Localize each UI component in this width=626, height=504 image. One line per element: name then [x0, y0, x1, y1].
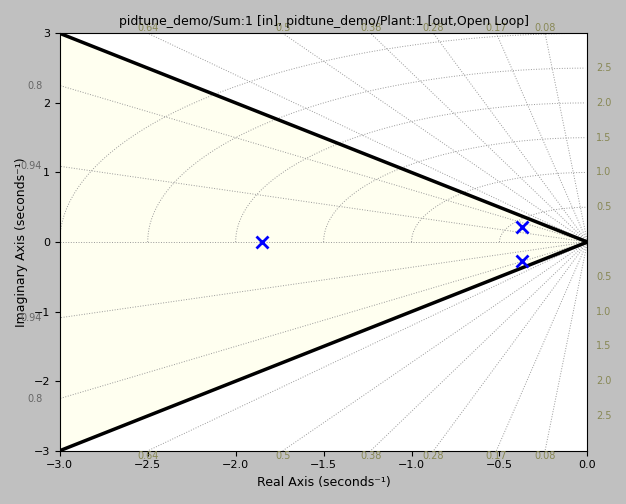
- Text: 0.17: 0.17: [486, 451, 507, 461]
- Text: 1.5: 1.5: [596, 341, 612, 351]
- Text: 2.5: 2.5: [596, 63, 612, 73]
- Text: 0.5: 0.5: [596, 202, 612, 212]
- Text: 0.5: 0.5: [275, 23, 290, 33]
- Polygon shape: [59, 33, 587, 242]
- Text: 0.17: 0.17: [486, 23, 507, 33]
- Text: 0.28: 0.28: [423, 23, 444, 33]
- Text: 0.94: 0.94: [21, 313, 42, 323]
- Text: 2.0: 2.0: [596, 98, 612, 108]
- Text: 0.28: 0.28: [423, 451, 444, 461]
- Text: 0.08: 0.08: [535, 451, 556, 461]
- Text: 0.64: 0.64: [137, 23, 158, 33]
- Text: 0.08: 0.08: [535, 23, 556, 33]
- Text: 0.8: 0.8: [27, 81, 42, 91]
- Text: 0.64: 0.64: [137, 451, 158, 461]
- Text: 1.0: 1.0: [596, 167, 612, 177]
- Text: 0.8: 0.8: [27, 394, 42, 404]
- Text: 1.5: 1.5: [596, 133, 612, 143]
- Text: 2.5: 2.5: [596, 411, 612, 421]
- Y-axis label: Imaginary Axis (seconds⁻¹): Imaginary Axis (seconds⁻¹): [15, 157, 28, 327]
- Text: 0.38: 0.38: [360, 23, 381, 33]
- X-axis label: Real Axis (seconds⁻¹): Real Axis (seconds⁻¹): [257, 476, 391, 489]
- Text: 0.94: 0.94: [21, 161, 42, 171]
- Title: pidtune_demo/Sum:1 [in], pidtune_demo/Plant:1 [out,Open Loop]: pidtune_demo/Sum:1 [in], pidtune_demo/Pl…: [118, 15, 528, 28]
- Polygon shape: [59, 242, 587, 451]
- Text: 2.0: 2.0: [596, 376, 612, 386]
- Text: 0.38: 0.38: [360, 451, 381, 461]
- Text: 1.0: 1.0: [596, 306, 612, 317]
- Text: 0.5: 0.5: [596, 272, 612, 282]
- Text: 0.5: 0.5: [275, 451, 290, 461]
